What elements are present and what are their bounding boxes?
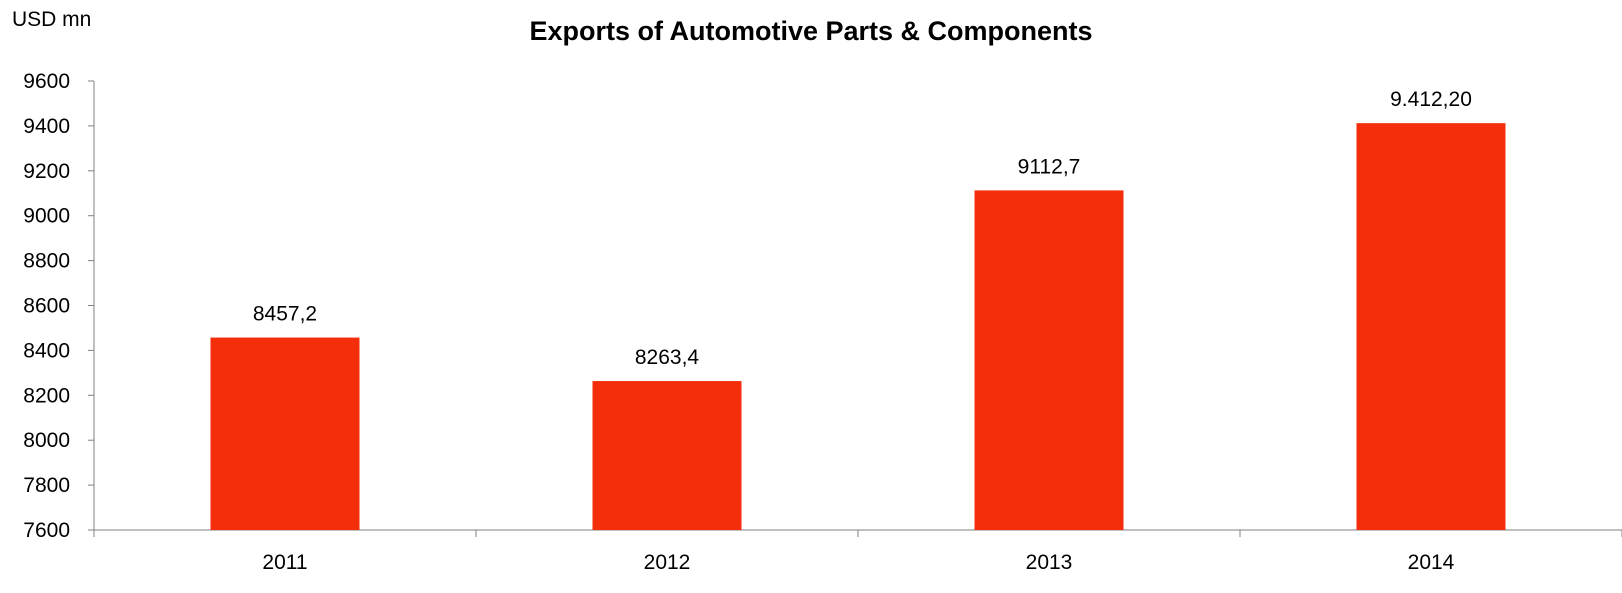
data-label-2014: 9.412,20 <box>1390 88 1472 111</box>
y-tick-label-6: 8800 <box>23 250 70 273</box>
x-tick-label-2011: 2011 <box>262 551 307 574</box>
y-tick-label-4: 8400 <box>23 339 70 362</box>
x-tick-label-2013: 2013 <box>1026 551 1073 574</box>
y-tick-label-8: 9200 <box>23 160 70 183</box>
y-tick-label-5: 8600 <box>23 295 70 318</box>
y-tick-label-1: 7800 <box>23 474 70 497</box>
y-tick-label-10: 9600 <box>23 70 70 93</box>
chart-title: Exports of Automotive Parts & Components <box>529 16 1093 46</box>
y-tick-label-7: 9000 <box>23 205 70 228</box>
y-tick-label-3: 8200 <box>23 384 70 407</box>
y-tick-label-9: 9400 <box>23 115 70 138</box>
x-tick-label-2014: 2014 <box>1408 551 1455 574</box>
y-tick-label-2: 8000 <box>23 429 70 452</box>
data-label-2013: 9112,7 <box>1018 155 1081 178</box>
y-axis-unit-label: USD mn <box>12 8 92 31</box>
bar-2012 <box>592 381 742 530</box>
data-label-2011: 8457,2 <box>253 303 317 326</box>
bar-2013 <box>974 190 1124 530</box>
data-label-2012: 8263,4 <box>635 346 700 369</box>
y-tick-label-0: 7600 <box>23 519 70 542</box>
x-tick-label-2012: 2012 <box>644 551 691 574</box>
bar-2011 <box>210 337 360 530</box>
bar-2014 <box>1356 123 1506 530</box>
